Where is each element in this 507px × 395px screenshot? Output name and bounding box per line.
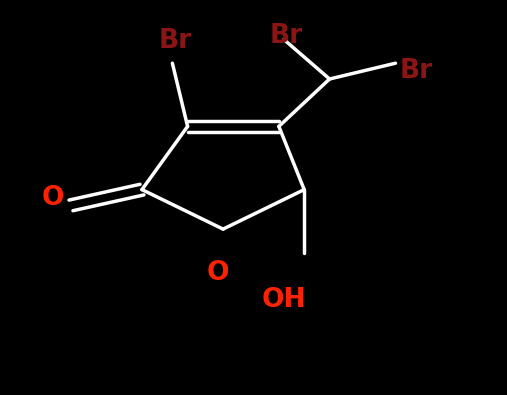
Text: O: O — [42, 184, 64, 211]
Text: Br: Br — [270, 23, 303, 49]
Text: Br: Br — [158, 28, 192, 55]
Text: Br: Br — [399, 58, 432, 84]
Text: OH: OH — [262, 287, 306, 313]
Text: O: O — [207, 260, 229, 286]
